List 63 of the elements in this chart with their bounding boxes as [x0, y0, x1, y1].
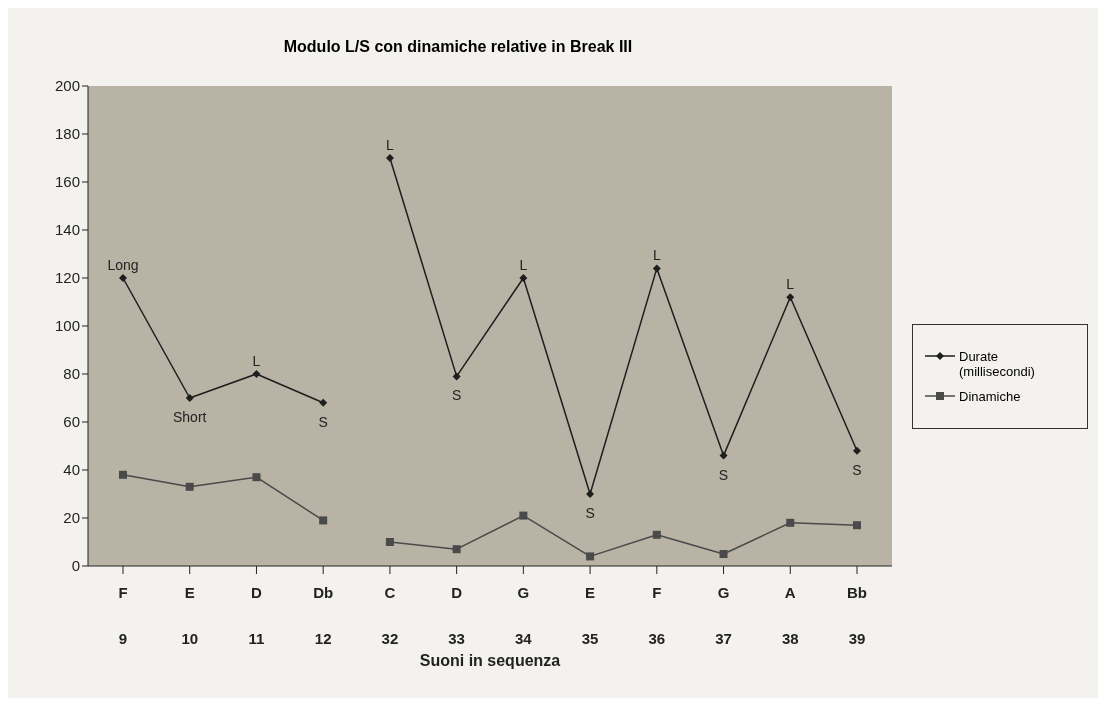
- y-tick-label: 120: [54, 269, 80, 287]
- point: [119, 470, 127, 479]
- point: [586, 490, 595, 498]
- category-label: G 37: [715, 584, 732, 647]
- annotation: S: [852, 461, 862, 478]
- annotation: Long: [107, 257, 139, 273]
- point: [452, 545, 461, 554]
- category-label: Bb 39: [847, 584, 867, 647]
- chart-title: Modulo L/S con dinamiche relative in Break III: [282, 37, 634, 56]
- point: [119, 274, 127, 282]
- annotation: L: [252, 353, 261, 369]
- point: [452, 372, 461, 381]
- point: [519, 511, 528, 520]
- annotation: S: [718, 466, 729, 483]
- y-tick-label: 160: [54, 173, 80, 191]
- annotation: L: [652, 247, 661, 264]
- annotation: S: [585, 504, 595, 521]
- point: [853, 521, 861, 530]
- point: [786, 518, 795, 527]
- category-label: E 10: [181, 584, 199, 647]
- point: [786, 293, 795, 302]
- point: [519, 274, 528, 282]
- y-tick-label: 100: [54, 317, 80, 335]
- category-label: E 35: [581, 584, 599, 647]
- annotation: S: [318, 413, 328, 430]
- category-label: F 36: [648, 584, 666, 647]
- annotation: L: [519, 257, 528, 273]
- y-tick-label: 200: [54, 77, 80, 95]
- point: [385, 154, 394, 162]
- point: [185, 482, 194, 491]
- point: [319, 398, 328, 407]
- y-tick-label: 80: [63, 365, 80, 383]
- y-tick-label: 0: [71, 557, 80, 575]
- point: [719, 550, 728, 558]
- annotation: S: [451, 387, 462, 404]
- y-tick-label: 40: [63, 461, 80, 479]
- point: [719, 451, 728, 460]
- annotation: Short: [172, 408, 207, 425]
- category-label: F 9: [118, 584, 128, 647]
- point: [586, 552, 595, 561]
- x-axis-title: Suoni in sequenza: [419, 652, 561, 669]
- category-label: A 38: [781, 584, 799, 647]
- annotation: L: [386, 137, 395, 153]
- point: [385, 538, 394, 546]
- category-label: D 11: [248, 584, 265, 647]
- category-label: Db 12: [313, 584, 334, 647]
- point: [652, 530, 661, 539]
- annotation: L: [786, 276, 795, 293]
- point: [652, 264, 661, 273]
- point: [319, 516, 328, 525]
- y-tick-label: 140: [54, 221, 80, 239]
- legend-label: Durate (millisecondi): [959, 348, 1036, 379]
- y-tick-label: 60: [63, 413, 80, 431]
- y-tick-label: 180: [54, 125, 80, 143]
- y-tick-label: 20: [63, 509, 80, 527]
- point: [185, 394, 194, 402]
- legend-label: Dinamiche: [959, 388, 1021, 404]
- point: [252, 370, 261, 378]
- category-label: C 32: [381, 584, 399, 647]
- category-label: D 33: [448, 584, 465, 647]
- point: [853, 446, 861, 455]
- point: [252, 473, 261, 482]
- category-label: G 34: [515, 584, 532, 647]
